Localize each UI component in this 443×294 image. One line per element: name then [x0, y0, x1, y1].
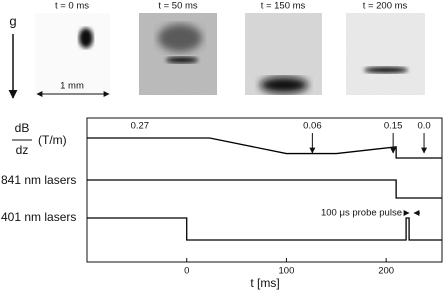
panel-noise	[346, 13, 425, 95]
trace	[87, 137, 442, 159]
annotation: 0.06	[303, 121, 322, 132]
ylabel-denominator: dz	[16, 143, 29, 157]
annotation: 0.15	[384, 121, 403, 132]
trace	[87, 217, 442, 241]
x-tick-label: 200	[378, 266, 394, 277]
row-label: 841 nm lasers	[1, 173, 76, 187]
atom-cloud	[158, 24, 202, 52]
annotation: 0.0	[417, 121, 430, 132]
x-tick-label: 100	[279, 266, 295, 277]
atom-cloud	[166, 57, 198, 63]
panel-label: t = 150 ms	[261, 1, 306, 12]
atom-cloud	[364, 67, 408, 73]
panel	[35, 13, 110, 95]
scale-label: 1 mm	[60, 81, 84, 92]
annotation: 0.27	[131, 121, 150, 132]
image-panels: t = 0 ms t = 50 ms t = 150 ms t = 200 ms…	[8, 1, 425, 99]
row-label: 401 nm lasers	[1, 210, 76, 224]
panel-label: t = 200 ms	[363, 1, 408, 12]
atom-cloud	[79, 28, 93, 48]
gravity-label: g	[9, 13, 16, 28]
panel-label: t = 50 ms	[158, 1, 198, 12]
x-axis-label: t [ms]	[250, 276, 279, 290]
pulse-label: 100 μs probe pulse	[321, 208, 402, 219]
ylabel-unit: (T/m)	[38, 133, 67, 147]
trace	[87, 179, 442, 199]
atom-cloud	[260, 77, 308, 93]
panel-label: t = 0 ms	[55, 1, 89, 12]
plot-frame	[86, 117, 443, 263]
x-tick-label: 0	[184, 266, 189, 277]
ylabel-numerator: dB	[15, 121, 30, 135]
